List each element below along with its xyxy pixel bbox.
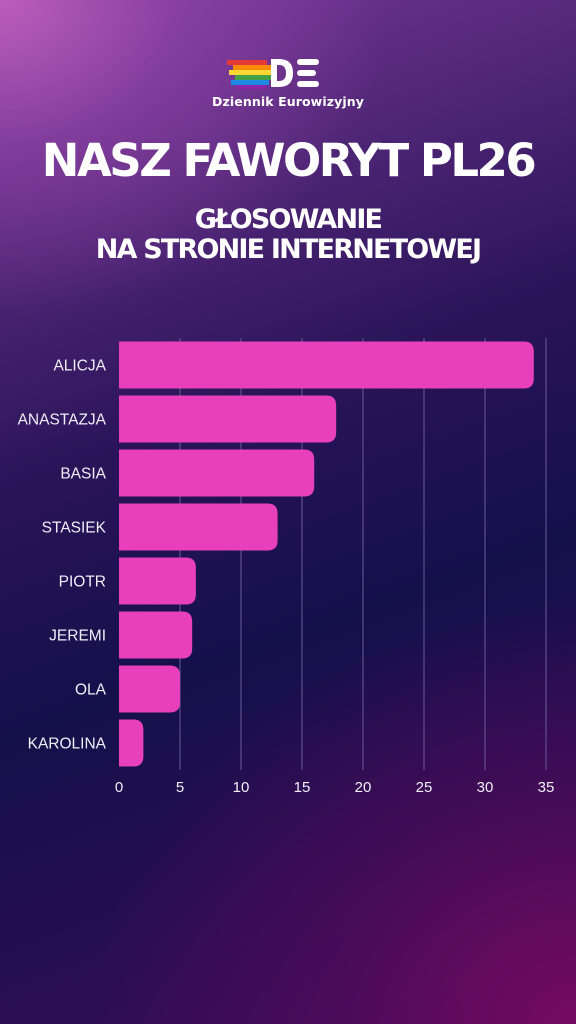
x-tick-label: 30 xyxy=(477,779,494,796)
category-label: OLA xyxy=(75,682,107,699)
category-label: ANASTAZJA xyxy=(18,412,107,429)
bar-alicja xyxy=(119,341,534,389)
brand-logo-mark xyxy=(227,59,319,89)
bar-anastazja xyxy=(119,395,337,443)
x-tick-label: 10 xyxy=(233,779,250,796)
letter-d-shape xyxy=(271,59,293,87)
x-tick-label: 5 xyxy=(176,779,184,796)
category-labels: ALICJA ANASTAZJA BASIA STASIEK PIOTR JEREMI OL… xyxy=(18,358,107,753)
bar-ola xyxy=(119,665,180,713)
category-label: ALICJA xyxy=(53,358,106,375)
letter-e-shape xyxy=(297,59,319,87)
category-label: JEREMI xyxy=(49,628,106,645)
category-label: BASIA xyxy=(60,466,106,483)
rainbow-stripes xyxy=(227,60,271,89)
category-label: KAROLINA xyxy=(28,736,107,753)
category-label: STASIEK xyxy=(42,520,107,537)
bar-stasiek xyxy=(119,503,278,551)
subtitle-line-2: NA STRONIE INTERNETOWEJ xyxy=(95,234,482,265)
x-tick-label: 25 xyxy=(416,779,433,796)
x-tick-label: 20 xyxy=(355,779,372,796)
brand-name: Dziennik Eurowizyjny xyxy=(212,94,364,109)
page-subtitle: GŁOSOWANIE NA STRONIE INTERNETOWEJ xyxy=(0,205,576,265)
x-tick-label: 0 xyxy=(115,779,123,796)
x-axis-ticks: 0 5 10 15 20 25 30 35 xyxy=(115,779,555,796)
page-title: NASZ FAWORYT PL26 xyxy=(41,134,537,187)
bar-piotr xyxy=(119,557,196,605)
bar-basia xyxy=(119,449,315,497)
x-tick-label: 35 xyxy=(538,779,555,796)
bar-karolina xyxy=(119,719,144,767)
subtitle-line-1: GŁOSOWANIE xyxy=(194,204,383,235)
x-tick-label: 15 xyxy=(294,779,311,796)
category-label: PIOTR xyxy=(59,574,106,591)
bars xyxy=(119,341,534,767)
bar-chart: ALICJA ANASTAZJA BASIA STASIEK PIOTR JEREMI OL… xyxy=(18,338,555,796)
brand-logo: Dziennik Eurowizyjny xyxy=(0,52,576,114)
bar-jeremi xyxy=(119,611,193,659)
